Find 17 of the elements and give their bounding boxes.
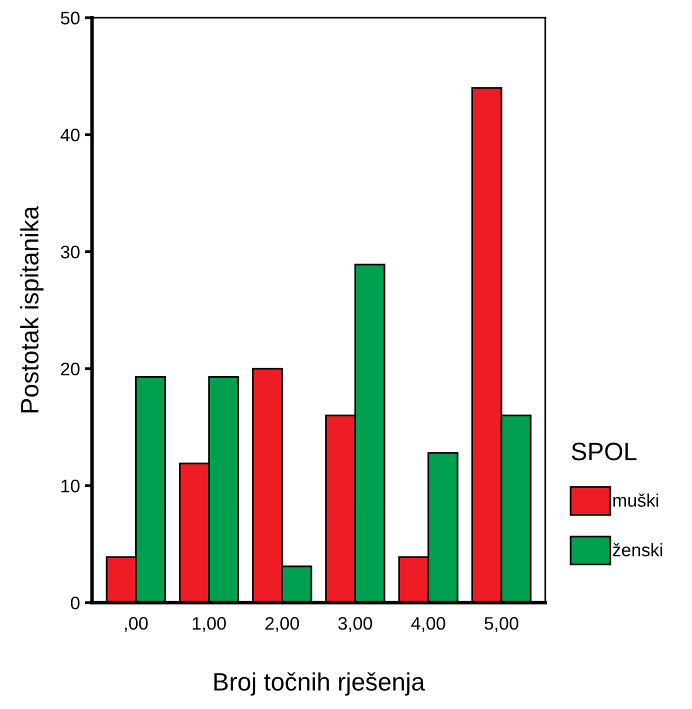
- x-tick-label: 5,00: [484, 617, 518, 632]
- y-tick-label: 30: [60, 246, 80, 258]
- x-axis-title: Broj točnih rješenja: [214, 672, 425, 696]
- x-tick-label: 4,00: [411, 617, 446, 632]
- y-tick-label: 40: [60, 128, 80, 142]
- legend-title: SPOL: [572, 442, 636, 460]
- x-tick-label: 1,00: [192, 617, 226, 632]
- x-tick-label: ,00: [124, 617, 148, 632]
- legend-label: ženski: [612, 543, 662, 556]
- y-axis-title: Postotak ispitanika: [20, 206, 44, 412]
- x-tick-label: 3,00: [338, 617, 372, 632]
- y-tick-label: 0: [70, 596, 80, 610]
- y-tick-label: 20: [61, 362, 80, 376]
- y-tick-label: 50: [60, 12, 80, 24]
- x-tick-label: 2,00: [265, 617, 299, 632]
- legend-label: muški: [613, 494, 658, 507]
- y-tick-label: 10: [62, 480, 80, 492]
